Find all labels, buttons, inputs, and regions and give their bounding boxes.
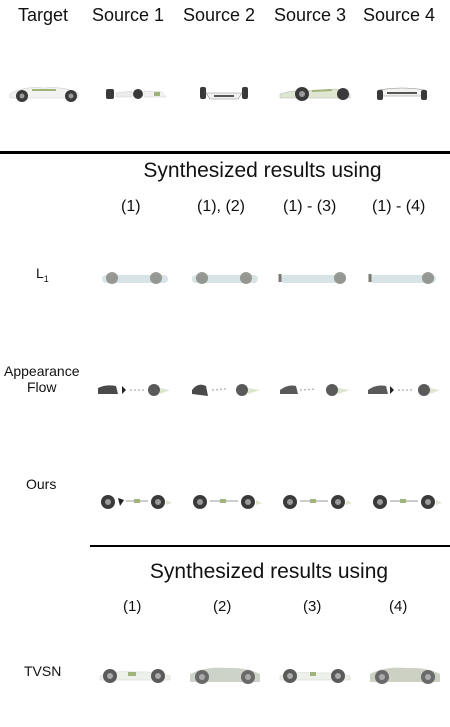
l1-result-col-1 xyxy=(102,272,168,284)
appearance-flow-result-col-4 xyxy=(368,384,440,396)
appearance-flow-result-col-2 xyxy=(192,384,260,396)
label-source-3: Source 3 xyxy=(274,5,347,25)
section-divider-bottom xyxy=(90,545,450,547)
row-label-appearance-flow: Appearance Flow xyxy=(4,363,80,396)
label-source-1: Source 1 xyxy=(92,5,165,25)
source-3-car-image xyxy=(279,87,351,101)
ours-result-col-4 xyxy=(373,495,442,509)
target-car-image xyxy=(9,87,79,102)
row-label-l1-subscript: 1 xyxy=(43,273,49,284)
section-divider-top xyxy=(0,151,450,154)
source-1-car-image xyxy=(106,89,167,99)
l1-result-col-3 xyxy=(278,272,346,284)
section-top-title: Synthesized results using xyxy=(143,159,382,182)
tvsn-result-col-2 xyxy=(190,667,260,684)
appearance-flow-result-col-1 xyxy=(98,384,170,396)
tvsn-result-col-1 xyxy=(99,669,171,683)
l1-result-col-2 xyxy=(192,272,258,284)
source-4-car-image xyxy=(377,87,427,100)
section-top-col-2: (1), (2) xyxy=(197,198,245,215)
l1-result-col-4 xyxy=(368,272,436,284)
ours-result-col-1 xyxy=(101,495,172,509)
ours-result-col-2 xyxy=(193,495,262,509)
section-bottom-col-3: (3) xyxy=(303,598,322,615)
section-bottom-col-4: (4) xyxy=(389,598,408,615)
section-bottom-col-1: (1) xyxy=(123,598,142,615)
row-label-l1: L1 xyxy=(36,266,49,284)
label-source-2: Source 2 xyxy=(183,5,256,25)
label-source-4: Source 4 xyxy=(363,5,436,25)
section-bottom-title: Synthesized results using xyxy=(149,560,389,583)
section-top-col-4: (1) - (4) xyxy=(372,198,426,215)
row-label-l1-text: L xyxy=(36,265,44,281)
section-top-col-1: (1) xyxy=(121,198,141,215)
source-2-car-image xyxy=(200,87,248,100)
tvsn-result-col-4 xyxy=(370,667,440,684)
section-top-col-3: (1) - (3) xyxy=(283,198,337,215)
appearance-flow-result-col-3 xyxy=(280,384,350,396)
label-target: Target xyxy=(18,5,69,25)
row-label-ours: Ours xyxy=(26,476,57,492)
ours-result-col-3 xyxy=(283,495,352,509)
section-bottom-col-2: (2) xyxy=(213,598,232,615)
tvsn-result-col-3 xyxy=(279,669,351,683)
row-label-tvsn: TVSN xyxy=(24,663,62,679)
